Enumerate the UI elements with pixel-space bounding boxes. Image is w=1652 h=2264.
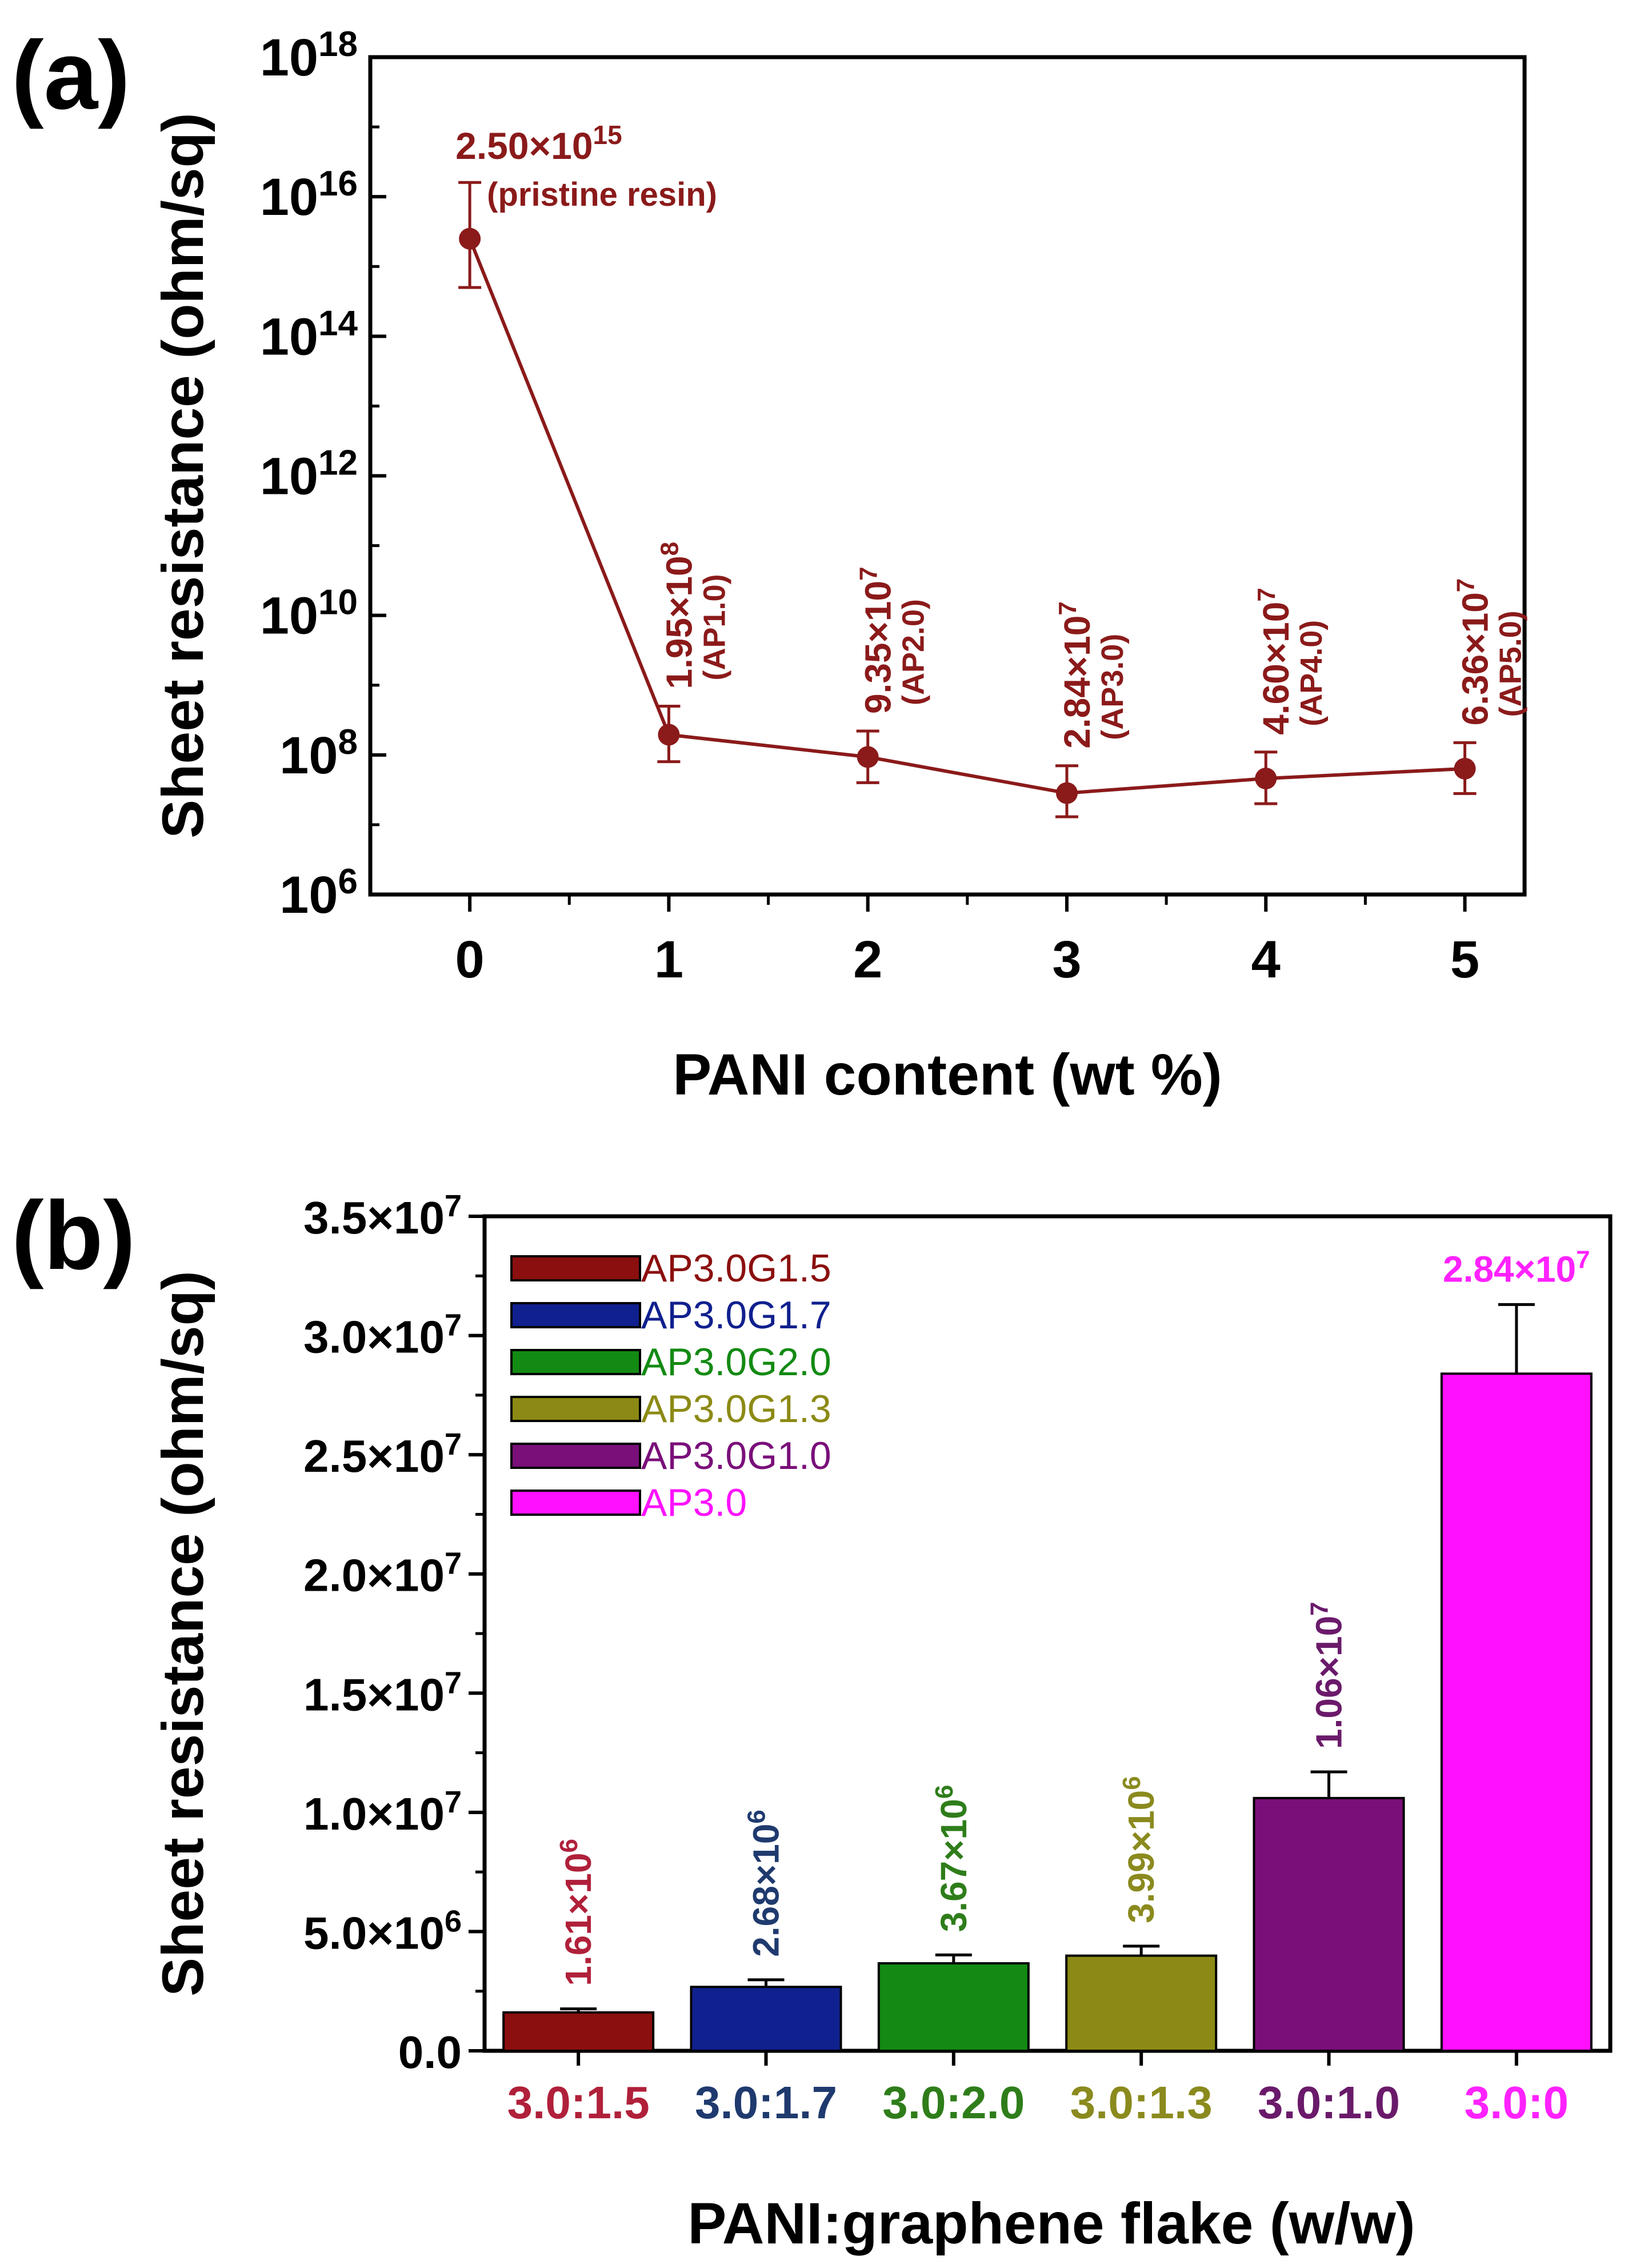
legend-swatch xyxy=(510,1255,641,1281)
data-label-sample: (pristine resin) xyxy=(487,176,717,213)
bar-value-label: 2.84×107 xyxy=(1443,1245,1590,1290)
bar xyxy=(1253,1796,1405,2053)
data-point xyxy=(658,724,680,746)
panel-a-plot-area: 2.50×1015 (pristine resin) 1.95×108(AP1.0)… xyxy=(455,120,1528,818)
data-point xyxy=(1454,757,1476,780)
y-tick-label: 0.0 xyxy=(398,2027,462,2078)
y-tick-label: 1014 xyxy=(260,304,358,366)
data-label: 2.50×1015 xyxy=(455,120,622,167)
legend-label: AP3.0G1.3 xyxy=(641,1387,831,1431)
data-label-sample: (AP4.0) xyxy=(1294,620,1329,726)
panel-b-y-axis: 0.0 5.0×106 1.0×107 1.5×107 2.0×107 2.5×107 3.… xyxy=(303,1189,485,2078)
data-label: 1.95×108 xyxy=(655,542,700,689)
y-tick-label: 1010 xyxy=(260,582,358,645)
y-tick-label: 1012 xyxy=(260,443,358,506)
data-point xyxy=(459,227,481,250)
x-tick-label: 5 xyxy=(1450,931,1479,989)
data-label: 6.36×107 xyxy=(1451,578,1496,726)
bar-value-label: 3.67×106 xyxy=(930,1785,974,1932)
panel-b-label: (b) xyxy=(11,1181,135,1290)
panel-b-x-axis-title: PANI:graphene flake (w/w) xyxy=(687,2191,1415,2256)
data-label-sample: (AP2.0) xyxy=(897,599,931,705)
y-tick-label: 5.0×106 xyxy=(303,1904,462,1958)
x-tick-label: 3.0:0 xyxy=(1465,2077,1569,2128)
data-label-sample: (AP1.0) xyxy=(697,574,731,680)
y-tick-label: 106 xyxy=(279,862,358,925)
y-tick-label: 3.5×107 xyxy=(303,1189,462,1243)
panel-b: (b) 0.0 5.0×106 1.0×107 1.5×107 2.0×107 2.5×1… xyxy=(11,1181,1613,2256)
x-tick-label: 4 xyxy=(1251,931,1281,989)
data-label-sample: (AP5.0) xyxy=(1494,610,1528,717)
bar-value-label: 2.68×106 xyxy=(742,1810,787,1957)
bar-value-label: 3.99×106 xyxy=(1118,1776,1162,1923)
panel-a-y-axis: 106 108 1010 1012 1014 1016 1018 xyxy=(260,25,386,925)
panel-a: (a) 106 108 1010 1012 1014 1016 1018 0 1 2 3 4 5 2.… xyxy=(11,21,1528,1107)
data-point xyxy=(1055,782,1078,804)
x-tick-label: 3.0:1.5 xyxy=(507,2077,650,2128)
y-tick-label: 108 xyxy=(279,722,358,785)
legend-swatch xyxy=(510,1396,641,1422)
y-tick-label: 2.0×107 xyxy=(303,1547,462,1601)
legend-swatch xyxy=(510,1490,641,1516)
panel-b-legend: AP3.0G1.5AP3.0G1.7AP3.0G2.0AP3.0G1.3AP3.… xyxy=(510,1247,831,1524)
legend-label: AP3.0G1.5 xyxy=(641,1247,831,1290)
panel-a-x-axis-title: PANI content (wt %) xyxy=(673,1042,1222,1107)
legend-label: AP3.0G2.0 xyxy=(641,1340,831,1384)
bar xyxy=(502,2011,655,2053)
y-tick-label: 1016 xyxy=(260,164,358,227)
data-point xyxy=(1255,768,1277,790)
bar-value-label: 1.61×106 xyxy=(555,1839,599,1986)
bar xyxy=(877,1962,1030,2053)
data-label: 2.84×107 xyxy=(1053,601,1098,749)
y-tick-label: 2.5×107 xyxy=(303,1427,462,1482)
panel-a-y-axis-title: Sheet resistance (ohm/sq) xyxy=(150,113,215,838)
x-tick-label: 3.0:1.0 xyxy=(1258,2077,1400,2128)
y-tick-label: 1.0×107 xyxy=(303,1785,462,1839)
data-label: 9.35×107 xyxy=(854,566,899,714)
data-point xyxy=(857,746,879,768)
legend-label: AP3.0G1.0 xyxy=(641,1434,831,1478)
legend-swatch xyxy=(510,1349,641,1375)
y-tick-label: 3.0×107 xyxy=(303,1308,462,1363)
legend-label: AP3.0 xyxy=(641,1481,747,1524)
x-tick-label: 3.0:1.3 xyxy=(1070,2077,1213,2128)
x-tick-label: 3 xyxy=(1052,931,1081,989)
bar-value-label: 1.06×107 xyxy=(1305,1602,1350,1749)
y-tick-label: 1018 xyxy=(260,25,358,87)
bar xyxy=(1065,1954,1218,2053)
data-label-sample: (AP3.0) xyxy=(1095,634,1130,740)
legend-swatch xyxy=(510,1302,641,1328)
bar xyxy=(690,1986,842,2053)
x-tick-label: 3.0:1.7 xyxy=(695,2077,837,2128)
bar xyxy=(1440,1372,1593,2052)
series-line xyxy=(468,238,1465,795)
panel-b-x-axis: 3.0:1.5 3.0:1.7 3.0:2.0 3.0:1.3 3.0:1.0 3.0:0 xyxy=(507,2051,1569,2128)
x-tick-label: 1 xyxy=(654,931,683,989)
data-label: 4.60×107 xyxy=(1253,588,1297,735)
legend-swatch xyxy=(510,1443,641,1469)
panel-a-label: (a) xyxy=(11,21,130,130)
x-tick-label: 2 xyxy=(853,931,882,989)
y-tick-label: 1.5×107 xyxy=(303,1666,462,1720)
panel-b-plot-area: 1.61×106 2.68×106 3.67×106 3.99×106 1.06×107… xyxy=(502,1245,1593,2053)
x-tick-label: 3.0:2.0 xyxy=(882,2077,1025,2128)
legend-label: AP3.0G1.7 xyxy=(641,1293,831,1337)
panel-b-y-axis-title: Sheet resistance (ohm/sq) xyxy=(150,1271,215,1997)
x-tick-label: 0 xyxy=(455,931,485,989)
panel-a-x-axis: 0 1 2 3 4 5 xyxy=(455,895,1479,989)
